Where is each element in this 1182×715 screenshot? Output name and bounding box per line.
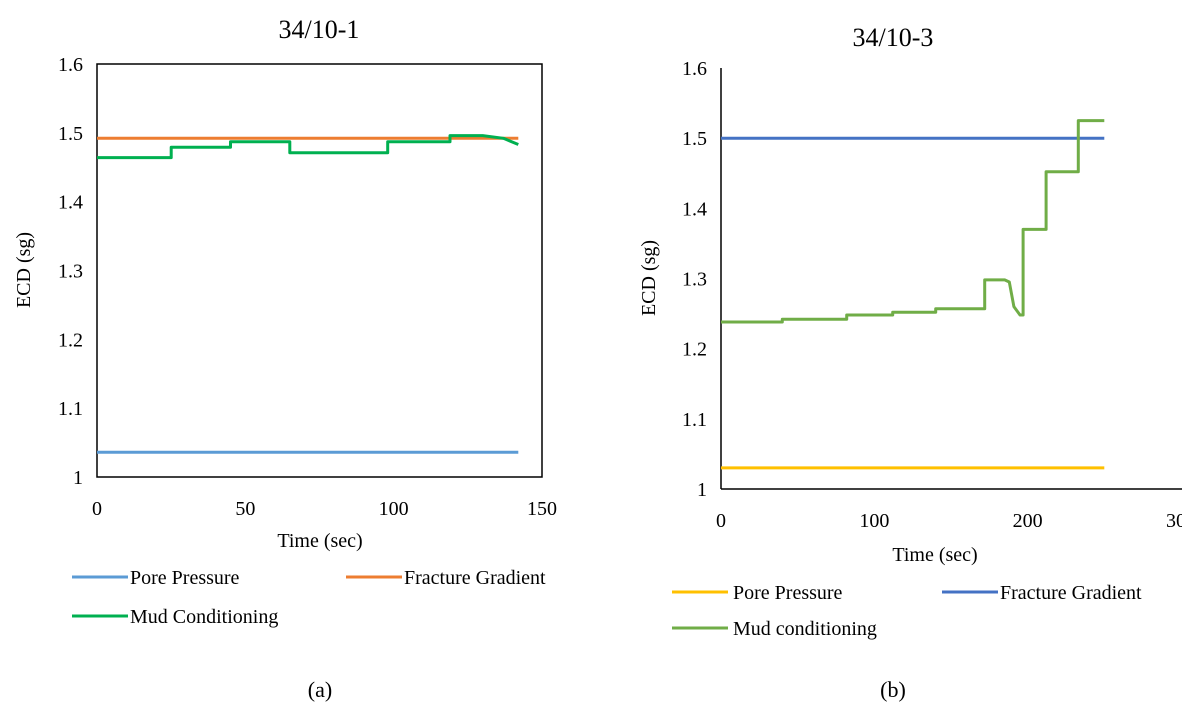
chart-a-xtick-label: 150 (527, 498, 557, 520)
chart-b-xtick-label: 100 (859, 510, 889, 532)
chart-b-xtick-label: 0 (716, 510, 726, 532)
chart-a-title: 34/10-1 (279, 15, 360, 44)
chart-b-xtick-label: 300 (1166, 510, 1182, 532)
chart-a-legend-label-0: Pore Pressure (130, 567, 240, 589)
chart-a-legend-label-2: Mud Conditioning (130, 606, 278, 628)
chart-a-ylabel: ECD (sg) (13, 232, 35, 308)
chart-b-ytick-label: 1.1 (682, 409, 707, 431)
chart-b-yticks: 1 1.1 1.2 1.3 1.4 1.5 1.6 (682, 58, 707, 501)
chart-b-xlabel: Time (sec) (892, 544, 977, 566)
chart-b-series (721, 119, 1105, 470)
chart-b-ytick-label: 1 (697, 479, 707, 501)
chart-b-ytick-label: 1.4 (682, 198, 707, 220)
chart-a-ytick-label: 1.5 (58, 123, 83, 145)
chart-b-series-line-2 (721, 119, 1105, 324)
chart-b-xticks: 0 100 200 300 (716, 510, 1182, 532)
chart-a-ytick-label: 1.4 (58, 192, 83, 214)
chart-a-legend: Pore Pressure Fracture Gradient Mud Cond… (72, 567, 546, 628)
chart-a-xtick-label: 0 (92, 498, 102, 520)
chart-a-ytick-label: 1.3 (58, 261, 83, 283)
chart-a: 34/10-1 1 1.1 1.2 1.3 1.4 1.5 1.6 0 50 100 150 Ti… (13, 15, 557, 702)
chart-a-ytick-label: 1 (73, 467, 83, 489)
chart-a-ytick-label: 1.6 (58, 54, 83, 76)
chart-b-ylabel: ECD (sg) (638, 240, 660, 316)
chart-b-ytick-label: 1.5 (682, 128, 707, 150)
chart-a-legend-label-1: Fracture Gradient (404, 567, 546, 589)
chart-b-xtick-label: 200 (1013, 510, 1043, 532)
chart-a-xticks: 0 50 100 150 (92, 498, 557, 520)
chart-b-legend-label-0: Pore Pressure (733, 582, 843, 604)
chart-b-title: 34/10-3 (853, 23, 934, 52)
chart-a-yticks: 1 1.1 1.2 1.3 1.4 1.5 1.6 (58, 54, 83, 489)
chart-a-series-line-2 (97, 134, 519, 160)
chart-a-xtick-label: 50 (235, 498, 255, 520)
chart-b-legend: Pore Pressure Fracture Gradient Mud cond… (672, 582, 1142, 640)
chart-a-ytick-label: 1.1 (58, 398, 83, 420)
chart-a-plot-border (96, 63, 543, 478)
chart-b-caption: (b) (880, 677, 906, 702)
chart-b-ytick-label: 1.3 (682, 269, 707, 291)
chart-b-legend-label-1: Fracture Gradient (1000, 582, 1142, 604)
chart-a-xlabel: Time (sec) (277, 530, 362, 552)
chart-b-ytick-label: 1.2 (682, 339, 707, 361)
chart-b-legend-label-2: Mud conditioning (733, 618, 877, 640)
chart-b: 34/10-3 1 1.1 1.2 1.3 1.4 1.5 1.6 0 100 200 300 T… (638, 23, 1182, 702)
chart-a-caption: (a) (308, 677, 332, 702)
chart-a-series (97, 134, 519, 454)
chart-b-ytick-label: 1.6 (682, 58, 707, 80)
chart-a-xtick-label: 100 (379, 498, 409, 520)
chart-a-ytick-label: 1.2 (58, 329, 83, 351)
